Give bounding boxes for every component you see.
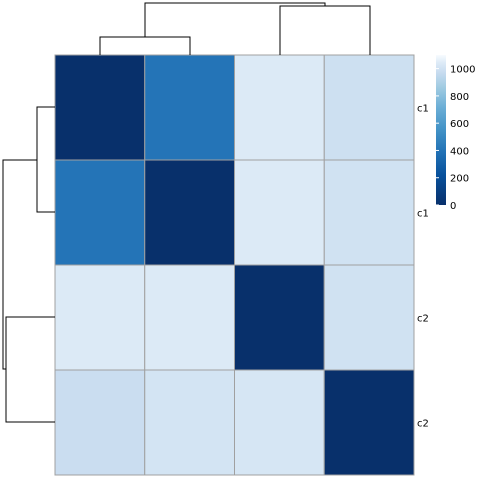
row-label: c2 xyxy=(417,314,429,325)
color-legend-tick-label: 1000 xyxy=(450,65,475,76)
heatmap-cell xyxy=(144,159,235,266)
heatmap-cell xyxy=(323,264,415,371)
heatmap-cell xyxy=(234,369,325,476)
color-legend-tick-label: 600 xyxy=(450,119,469,130)
heatmap-cell xyxy=(323,369,415,476)
row-labels: c1 c1 c2 c2 xyxy=(417,104,429,430)
color-legend-tick-label: 0 xyxy=(450,201,456,212)
heatmap-cell xyxy=(323,54,415,161)
heatmap-cell xyxy=(234,54,325,161)
color-legend-tick-label: 400 xyxy=(450,146,469,157)
column-dendrogram-branch xyxy=(279,5,371,55)
column-dendrogram xyxy=(99,2,371,55)
color-legend-bar xyxy=(436,55,446,205)
color-legend-tick-label: 800 xyxy=(450,92,469,103)
heatmap-cell xyxy=(144,369,235,476)
row-label: c1 xyxy=(417,209,429,220)
heatmap-cell xyxy=(54,54,146,161)
row-label: c1 xyxy=(417,104,429,115)
row-dendrogram xyxy=(2,106,55,423)
color-legend-ticks: 0 200 400 600 800 1000 xyxy=(436,65,475,212)
heatmap-cell xyxy=(144,264,235,371)
row-dendrogram-branch xyxy=(36,106,55,213)
heatmap-cell xyxy=(54,159,146,266)
heatmap-cell xyxy=(323,159,415,266)
column-dendrogram-branch xyxy=(99,36,191,55)
heatmap-cell xyxy=(234,159,325,266)
row-dendrogram-branch xyxy=(2,159,37,370)
color-legend-tick-label: 200 xyxy=(450,174,469,185)
heatmap-cell xyxy=(54,264,146,371)
heatmap-cell xyxy=(54,369,146,476)
heatmap-cells xyxy=(54,54,415,476)
color-legend: 0 200 400 600 800 1000 xyxy=(436,55,475,212)
heatmap-cell xyxy=(234,264,325,371)
row-label: c2 xyxy=(417,419,429,430)
heatmap-cell xyxy=(144,54,235,161)
column-dendrogram-branch xyxy=(144,2,326,37)
row-dendrogram-branch xyxy=(5,316,55,423)
